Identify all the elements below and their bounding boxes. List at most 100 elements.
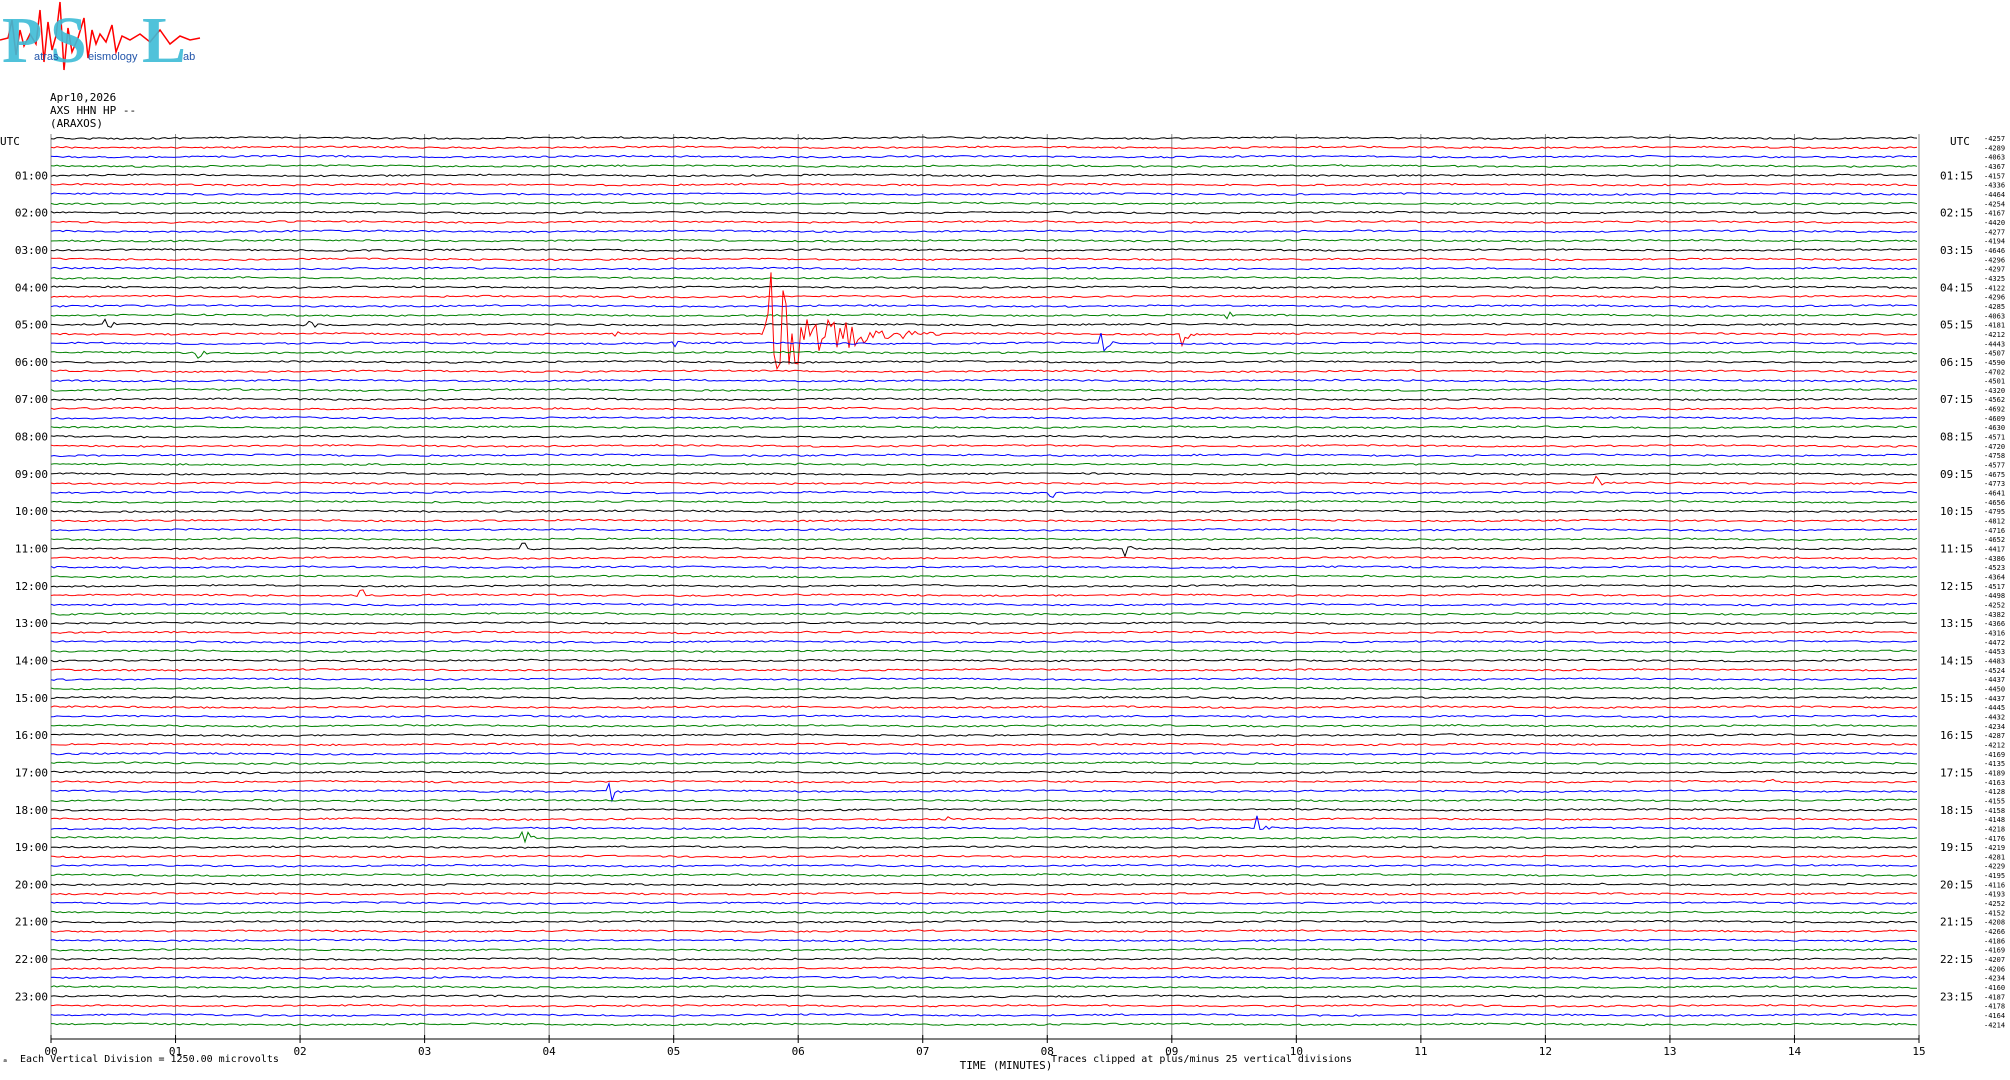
trace-offset-label: -4501 <box>1984 378 2005 386</box>
hour-label-right: 03:15 <box>1940 244 1973 257</box>
seismic-trace <box>50 1013 1918 1017</box>
seismic-trace <box>50 815 1918 831</box>
trace-offset-label: -4472 <box>1984 639 2005 647</box>
seismic-trace <box>50 145 1918 150</box>
seismic-trace <box>50 192 1918 196</box>
seismic-trace <box>50 518 1918 523</box>
trace-offset-label: -4656 <box>1984 499 2005 507</box>
seismic-trace <box>50 248 1918 252</box>
hour-label-right: 12:15 <box>1940 580 1973 593</box>
trace-offset-label: -4212 <box>1984 741 2005 749</box>
trace-offset-label: -4420 <box>1984 219 2005 227</box>
psl-logo: P S L atras eismology ab <box>0 0 210 77</box>
hour-label-right: 15:15 <box>1940 692 1973 705</box>
trace-offset-label: -4169 <box>1984 947 2005 955</box>
hour-label-right: 05:15 <box>1940 319 1973 332</box>
x-tick-label: 03 <box>418 1045 431 1058</box>
seismic-trace <box>50 584 1918 588</box>
seismic-trace <box>50 966 1918 971</box>
hour-label-left: 08:00 <box>15 431 48 444</box>
trace-offset-label: -4609 <box>1984 415 2005 423</box>
seismic-trace <box>50 957 1918 961</box>
seismic-trace <box>50 238 1918 243</box>
seismic-trace <box>50 182 1918 187</box>
hour-label-left: 07:00 <box>15 393 48 406</box>
trace-offset-label: -4152 <box>1984 909 2005 917</box>
seismic-trace <box>51 695 1918 700</box>
hour-label-left: 11:00 <box>15 543 48 556</box>
seismic-trace <box>50 266 1918 271</box>
seismic-trace <box>50 761 1918 765</box>
trace-offset-label: -4195 <box>1984 872 2005 880</box>
hour-label-left: 13:00 <box>15 617 48 630</box>
x-tick-label: 06 <box>792 1045 805 1058</box>
seismic-trace <box>50 173 1918 178</box>
trace-offset-label: -4432 <box>1984 713 2005 721</box>
x-tick-label: 04 <box>543 1045 557 1058</box>
seismic-trace <box>51 332 1917 353</box>
x-tick-label: 01 <box>169 1045 182 1058</box>
trace-offset-label: -4178 <box>1984 1003 2005 1011</box>
trace-offset-label: -4464 <box>1984 191 2005 199</box>
trace-offset-label: -4289 <box>1984 144 2005 152</box>
seismic-trace <box>50 201 1918 206</box>
hour-label-left: 05:00 <box>15 319 48 332</box>
trace-offset-label: -4063 <box>1984 154 2005 162</box>
trace-offset-label: -4163 <box>1984 779 2005 787</box>
trace-offset-label: -4316 <box>1984 629 2005 637</box>
seismic-trace <box>50 639 1918 644</box>
trace-offset-label: -4281 <box>1984 853 2005 861</box>
seismic-trace <box>50 667 1918 672</box>
hour-label-left: 03:00 <box>15 244 48 257</box>
seismic-trace <box>50 509 1918 514</box>
hour-label-right: 02:15 <box>1940 207 1973 220</box>
trace-offset-label: -4483 <box>1984 657 2005 665</box>
trace-offset-label: -4577 <box>1984 462 2005 470</box>
seismic-trace <box>50 845 1918 849</box>
trace-offset-label: -4517 <box>1984 583 2005 591</box>
hour-label-right: 01:15 <box>1940 169 1973 182</box>
seismic-trace <box>50 304 1918 308</box>
seismic-trace <box>50 677 1918 681</box>
hour-label-left: 04:00 <box>15 281 48 294</box>
seismic-trace <box>51 778 1918 784</box>
seismic-trace <box>50 723 1918 728</box>
hour-label-right: 04:15 <box>1940 281 1973 294</box>
seismic-trace <box>50 854 1918 859</box>
trace-offset-label: -4453 <box>1984 648 2005 656</box>
seismic-trace <box>50 873 1918 877</box>
trace-offset-label: -4646 <box>1984 247 2005 255</box>
trace-offset-label: -4181 <box>1984 322 2005 330</box>
trace-offset-label: -4366 <box>1984 620 2005 628</box>
seismic-trace <box>50 807 1918 812</box>
seismic-trace <box>50 705 1918 709</box>
trace-offset-label: -4795 <box>1984 508 2005 516</box>
seismic-trace <box>50 136 1918 140</box>
seismic-trace <box>50 686 1918 691</box>
trace-offset-label: -4128 <box>1984 788 2005 796</box>
seismic-trace <box>50 369 1918 374</box>
trace-offset-label: -4187 <box>1984 993 2005 1001</box>
seismic-trace <box>50 229 1918 234</box>
seismic-trace <box>51 938 1918 943</box>
trace-offset-label: -4336 <box>1984 182 2005 190</box>
x-tick-label: 15 <box>1912 1045 1925 1058</box>
hour-label-left: 09:00 <box>15 468 48 481</box>
trace-offset-label: -4234 <box>1984 723 2005 731</box>
trace-offset-label: -4758 <box>1984 452 2005 460</box>
hour-label-left: 06:00 <box>15 356 48 369</box>
seismic-trace <box>50 985 1918 989</box>
seismic-trace <box>50 388 1918 392</box>
hour-label-left: 22:00 <box>15 953 48 966</box>
logo-word-2: eismology <box>88 51 138 63</box>
trace-offset-label: -4193 <box>1984 891 2005 899</box>
hour-label-left: 16:00 <box>15 729 48 742</box>
seismic-trace <box>50 434 1918 439</box>
hour-label-left: 17:00 <box>15 766 48 779</box>
hour-label-left: 21:00 <box>15 916 48 929</box>
seismic-trace <box>50 272 1918 371</box>
trace-offset-label: -4325 <box>1984 275 2005 283</box>
trace-offset-label: -4229 <box>1984 863 2005 871</box>
trace-offset-label: -4148 <box>1984 816 2005 824</box>
